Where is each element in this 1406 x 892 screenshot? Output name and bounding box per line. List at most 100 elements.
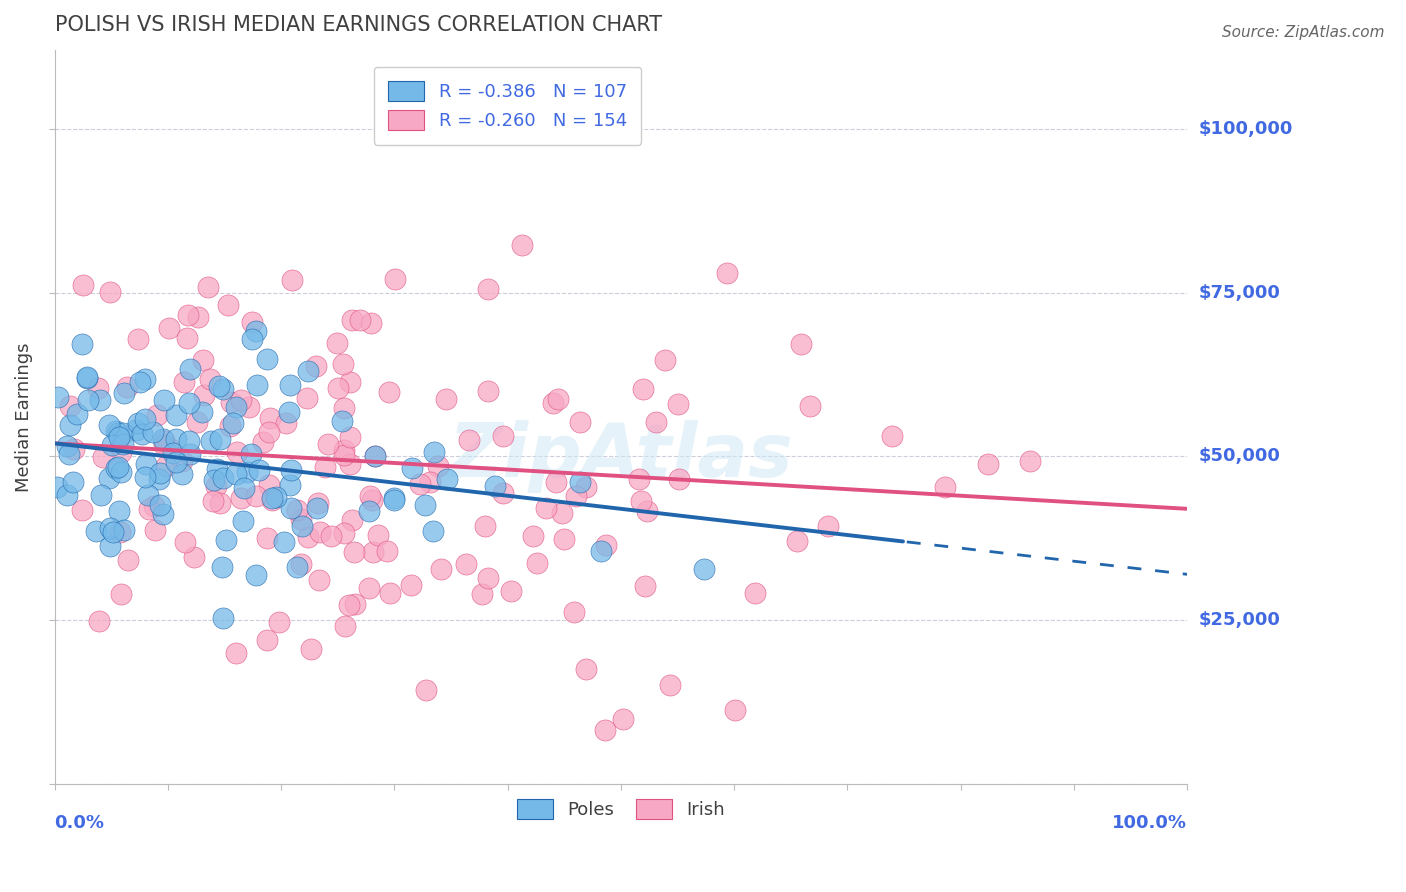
Point — [668, 472, 690, 486]
Point — [222, 416, 245, 430]
Point — [155, 458, 177, 473]
Point — [259, 411, 281, 425]
Point — [112, 523, 135, 537]
Point — [219, 395, 242, 409]
Point — [335, 619, 357, 633]
Point — [299, 642, 322, 657]
Point — [211, 382, 233, 396]
Point — [326, 335, 349, 350]
Point — [457, 433, 479, 447]
Point — [305, 359, 328, 373]
Legend: Poles, Irish: Poles, Irish — [509, 792, 733, 826]
Point — [247, 463, 270, 477]
Point — [591, 544, 613, 558]
Point — [46, 390, 69, 404]
Point — [477, 571, 499, 585]
Point — [128, 375, 150, 389]
Point — [378, 384, 401, 399]
Point — [238, 400, 260, 414]
Point — [544, 475, 567, 489]
Point — [339, 430, 361, 444]
Point — [349, 313, 371, 327]
Point — [240, 447, 263, 461]
Point — [173, 375, 195, 389]
Point — [562, 605, 585, 619]
Point — [108, 524, 131, 539]
Point — [226, 444, 249, 458]
Point — [135, 457, 157, 471]
Point — [333, 401, 356, 415]
Point — [70, 337, 93, 351]
Point — [419, 475, 441, 489]
Point — [415, 682, 437, 697]
Point — [790, 337, 813, 351]
Point — [786, 534, 808, 549]
Point — [654, 353, 676, 368]
Point — [187, 310, 209, 324]
Point — [157, 321, 180, 335]
Point — [413, 498, 436, 512]
Point — [56, 439, 79, 453]
Point — [278, 478, 301, 492]
Point — [138, 502, 160, 516]
Point — [208, 379, 231, 393]
Point — [153, 434, 176, 448]
Point — [274, 417, 297, 431]
Point — [101, 438, 124, 452]
Point — [89, 392, 111, 407]
Point — [280, 463, 302, 477]
Point — [257, 425, 280, 439]
Point — [134, 412, 156, 426]
Point — [297, 392, 319, 406]
Point — [148, 473, 170, 487]
Point — [332, 357, 354, 371]
Point — [191, 353, 214, 368]
Point — [134, 372, 156, 386]
Point — [127, 416, 149, 430]
Point — [367, 528, 389, 542]
Point — [260, 493, 283, 508]
Point — [142, 425, 165, 439]
Point — [84, 524, 107, 539]
Point — [145, 408, 167, 422]
Point — [401, 461, 423, 475]
Point — [179, 396, 201, 410]
Point — [630, 493, 652, 508]
Point — [340, 313, 363, 327]
Point — [575, 662, 598, 676]
Point — [422, 524, 444, 539]
Point — [636, 504, 658, 518]
Point — [98, 470, 121, 484]
Point — [198, 372, 221, 386]
Point — [58, 447, 80, 461]
Point — [112, 386, 135, 401]
Point — [98, 418, 121, 433]
Point — [634, 579, 657, 593]
Point — [364, 449, 387, 463]
Point — [291, 519, 314, 533]
Point — [256, 352, 278, 367]
Text: $100,000: $100,000 — [1198, 120, 1292, 138]
Point — [240, 332, 263, 346]
Point — [332, 448, 354, 462]
Point — [152, 508, 174, 522]
Point — [153, 392, 176, 407]
Point — [246, 377, 269, 392]
Point — [87, 614, 110, 628]
Point — [202, 494, 225, 508]
Point — [534, 500, 557, 515]
Point — [593, 723, 616, 737]
Point — [430, 561, 453, 575]
Point — [225, 467, 247, 482]
Point — [107, 426, 129, 441]
Point — [716, 266, 738, 280]
Point — [219, 418, 242, 433]
Point — [474, 519, 496, 533]
Point — [177, 434, 200, 448]
Point — [72, 278, 94, 293]
Point — [165, 432, 187, 446]
Point — [110, 587, 132, 601]
Point — [256, 633, 278, 648]
Point — [666, 397, 689, 411]
Point — [693, 562, 716, 576]
